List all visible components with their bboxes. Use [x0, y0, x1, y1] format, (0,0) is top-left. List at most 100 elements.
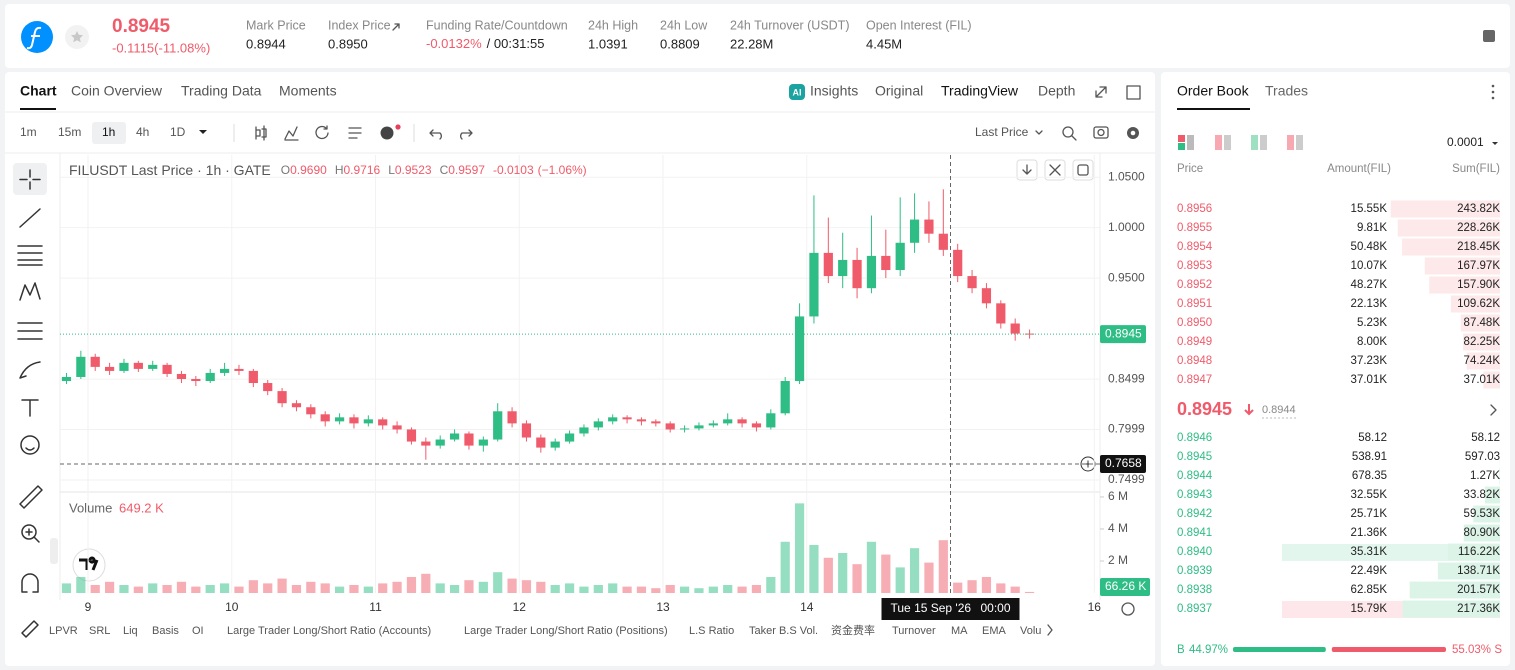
book-price[interactable]: 0.8953 [1177, 260, 1212, 272]
indicator[interactable]: Large Trader Long/Short Ratio (Positions… [464, 625, 668, 637]
book-price[interactable]: 0.8952 [1177, 279, 1212, 291]
book-price[interactable]: 0.8940 [1177, 546, 1212, 558]
volume-bar [263, 583, 273, 593]
replay-icon[interactable] [315, 125, 329, 140]
book-tab[interactable]: Order Book [1177, 83, 1250, 99]
view-tab[interactable]: Insights [810, 83, 858, 99]
magnet-tool[interactable] [21, 573, 39, 593]
text-tool[interactable] [21, 399, 39, 417]
book-price[interactable]: 0.8951 [1177, 298, 1212, 310]
book-price[interactable]: 0.8954 [1177, 241, 1213, 253]
book-price[interactable]: 0.8946 [1177, 432, 1212, 444]
interval[interactable]: 4h [136, 125, 149, 139]
view-tab[interactable]: Depth [1038, 83, 1075, 99]
interval[interactable]: 1D [170, 125, 186, 139]
brush-tool[interactable] [19, 361, 41, 379]
indicator[interactable]: Turnover [892, 625, 936, 637]
book-price[interactable]: 0.8937 [1177, 603, 1212, 615]
window-icon[interactable] [1126, 85, 1141, 100]
crosshair-tool[interactable] [19, 169, 41, 190]
search-icon[interactable] [1062, 126, 1074, 138]
dropdown-icon[interactable] [1035, 130, 1043, 135]
volume-bar [766, 576, 776, 593]
layout-asks[interactable] [1215, 135, 1222, 150]
screenshot-icon[interactable] [1093, 126, 1109, 139]
indicator[interactable]: L.S Ratio [689, 625, 734, 637]
candle-body [464, 433, 474, 446]
dropdown-icon[interactable] [1492, 142, 1498, 145]
precision[interactable]: 0.0001 [1447, 135, 1484, 149]
volume-bar [421, 573, 431, 593]
undo-icon[interactable] [429, 129, 442, 140]
chart-tab[interactable]: Chart [20, 83, 57, 99]
indicator[interactable]: Taker B.S Vol. [749, 625, 818, 637]
expand-icon[interactable] [1095, 86, 1107, 98]
scroll-right-icon[interactable] [1047, 624, 1053, 636]
fib-tool[interactable] [17, 245, 43, 266]
book-price[interactable]: 0.8941 [1177, 527, 1212, 539]
indicator[interactable]: OI [192, 625, 204, 637]
book-price[interactable]: 0.8943 [1177, 489, 1212, 501]
indicators-icon[interactable] [284, 126, 299, 141]
price-type[interactable]: Last Price [975, 125, 1029, 139]
chart-tab[interactable]: Coin Overview [71, 83, 163, 99]
alert-icon[interactable] [380, 126, 394, 140]
book-price[interactable]: 0.8944 [1177, 470, 1213, 482]
collapse-handle[interactable] [50, 538, 58, 564]
pencil-tool[interactable] [21, 620, 39, 638]
book-tab[interactable]: Trades [1265, 83, 1308, 99]
volume-bar [636, 586, 647, 593]
chart-button[interactable] [1072, 159, 1094, 181]
indicator[interactable]: LPVR [49, 625, 78, 637]
book-price[interactable]: 0.8949 [1177, 336, 1212, 348]
dropdown-icon[interactable] [199, 130, 207, 134]
book-price[interactable]: 0.8939 [1177, 565, 1212, 577]
book-price[interactable]: 0.8947 [1177, 374, 1212, 386]
more-arrow[interactable] [1490, 404, 1497, 416]
layout-both[interactable] [1178, 135, 1185, 142]
book-price[interactable]: 0.8945 [1177, 451, 1212, 463]
indicator[interactable]: Basis [152, 625, 179, 637]
book-price[interactable]: 0.8955 [1177, 222, 1212, 234]
book-price[interactable]: 0.8956 [1177, 203, 1212, 215]
trendline-tool[interactable] [19, 208, 41, 228]
book-sum: 228.26K [1457, 222, 1500, 234]
ruler-tool[interactable] [19, 485, 43, 509]
indicator[interactable]: MA [951, 625, 968, 637]
pattern-tool[interactable] [19, 282, 41, 301]
interval[interactable]: 1m [20, 125, 37, 139]
interval[interactable]: 1h [102, 125, 115, 139]
view-tab[interactable]: TradingView [941, 83, 1019, 99]
book-price[interactable]: 0.8938 [1177, 584, 1212, 596]
book-sum: 74.24K [1464, 355, 1501, 367]
chart-tab[interactable]: Trading Data [181, 83, 262, 99]
volume-bar [219, 583, 230, 593]
view-tab[interactable]: Original [875, 83, 923, 99]
indicator[interactable]: SRL [89, 625, 110, 637]
book-price[interactable]: 0.8948 [1177, 355, 1212, 367]
layout-bids[interactable] [1251, 135, 1258, 150]
emoji-tool[interactable] [20, 435, 40, 455]
zoom-tool[interactable] [21, 524, 37, 540]
indicator[interactable]: Volu [1020, 625, 1041, 637]
volume-bar [608, 583, 618, 593]
add-alert-button[interactable] [1080, 456, 1096, 472]
chart-settings-icon[interactable] [1121, 602, 1135, 616]
tradingview-logo-glyph [79, 556, 99, 571]
candle-body [334, 417, 345, 422]
indicator[interactable]: Liq [123, 625, 138, 637]
indicator[interactable]: Large Trader Long/Short Ratio (Accounts) [227, 625, 431, 637]
indicator[interactable]: 资金费率 [831, 623, 875, 637]
layout-other[interactable] [1287, 135, 1294, 150]
projection-tool[interactable] [17, 322, 43, 340]
chart-tab[interactable]: Moments [279, 83, 337, 99]
indicator[interactable]: EMA [982, 625, 1007, 637]
column-header: Price [1177, 163, 1203, 175]
redo-icon[interactable] [460, 129, 473, 140]
interval[interactable]: 15m [58, 125, 81, 139]
templates-icon[interactable] [348, 127, 362, 139]
menu-icon[interactable] [1483, 30, 1495, 42]
book-price[interactable]: 0.8950 [1177, 317, 1212, 329]
book-price[interactable]: 0.8942 [1177, 508, 1212, 520]
candle-type-icon[interactable] [255, 125, 267, 141]
